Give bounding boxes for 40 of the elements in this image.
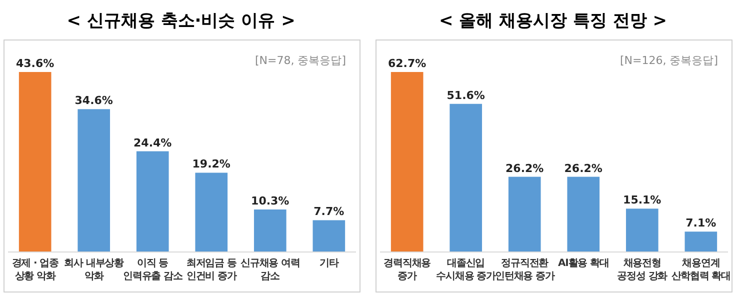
x-tick-label: AI활용 확대: [558, 258, 609, 269]
x-tick-label: 회사 내부상황 악화: [64, 258, 124, 282]
x-tick-label: 경력직채용 증가: [384, 258, 432, 282]
x-tick-label: 최저임금 등 인건비 증가: [186, 258, 237, 282]
bar: [136, 151, 169, 252]
data-label: 26.2%: [564, 162, 602, 175]
x-tick-label: 경제 · 업종 상황 악화: [12, 258, 59, 282]
bar: [626, 208, 658, 252]
data-label: 15.1%: [623, 194, 662, 207]
data-label: 43.6%: [16, 57, 54, 70]
data-label: 34.6%: [74, 94, 113, 108]
data-label: 51.6%: [446, 88, 485, 102]
data-label: 24.4%: [134, 136, 172, 150]
bar: [195, 172, 228, 252]
x-tick-label: 대졸신입 수시채용 증가: [436, 258, 496, 282]
bar: [567, 176, 600, 252]
x-tick-label: 정규직전환 인턴채용 증가: [494, 258, 555, 282]
bar: [684, 232, 718, 252]
x-tick-label: 기타: [320, 258, 339, 269]
bar: [18, 72, 52, 252]
data-label: 62.7%: [388, 57, 426, 70]
bar: [78, 109, 110, 252]
data-label: 7.1%: [686, 216, 716, 230]
x-tick-label: 채용연계 산학협력 확대: [671, 258, 731, 282]
data-label: 19.2%: [192, 158, 230, 171]
text: [N=78, 중복응답]: [254, 54, 346, 67]
bar: [390, 72, 424, 252]
data-label: 26.2%: [506, 162, 544, 175]
x-tick-label: 채용전형 공정성 강화: [617, 258, 668, 282]
chart-title: < 올해 채용시장 특징 전망 >: [438, 11, 668, 31]
x-tick-label: 이직 등 인력유출 감소: [122, 258, 183, 282]
chart-title: < 신규채용 축소·비슷 이유 >: [66, 11, 296, 31]
data-label: 7.7%: [314, 205, 344, 218]
bar: [450, 104, 482, 252]
text: [N=126, 중복응답]: [620, 54, 718, 67]
data-label: 10.3%: [251, 194, 290, 208]
bar: [508, 176, 541, 252]
x-tick-label: 신규채용 여력 감소: [240, 258, 300, 282]
bar: [254, 209, 286, 252]
bar: [312, 220, 346, 252]
